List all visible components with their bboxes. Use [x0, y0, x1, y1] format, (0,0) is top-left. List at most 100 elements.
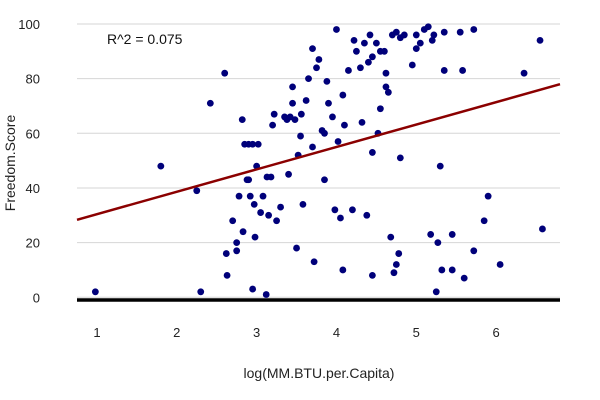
data-point — [480, 217, 488, 225]
data-point — [249, 285, 257, 293]
data-point — [350, 36, 358, 44]
data-point — [440, 67, 448, 74]
data-point — [265, 211, 273, 219]
data-point — [289, 83, 296, 91]
data-point — [358, 118, 366, 126]
data-point — [430, 31, 438, 39]
data-point — [484, 192, 492, 200]
data-point — [313, 64, 320, 72]
data-point — [331, 206, 339, 214]
data-point — [257, 209, 265, 216]
data-point — [440, 28, 448, 36]
data-point — [302, 97, 310, 104]
data-point — [259, 192, 267, 200]
data-point — [387, 233, 395, 241]
data-point — [222, 250, 230, 257]
data-point — [297, 132, 304, 140]
data-point — [384, 88, 392, 96]
data-point — [372, 39, 380, 47]
data-point — [235, 192, 243, 200]
data-point — [91, 288, 99, 296]
data-point — [438, 266, 446, 274]
data-point — [345, 67, 352, 74]
r-squared-annotation: R^2 = 0.075 — [107, 31, 183, 47]
data-point — [376, 105, 384, 113]
data-point — [424, 23, 432, 31]
data-point — [416, 39, 424, 47]
x-tick-label: 6 — [493, 325, 500, 340]
data-point — [390, 269, 398, 277]
data-point — [400, 31, 408, 39]
data-point — [470, 247, 478, 255]
data-point — [334, 138, 342, 145]
grid-layer — [77, 23, 560, 298]
data-point — [267, 173, 275, 181]
data-point — [412, 31, 420, 39]
data-point — [325, 99, 332, 107]
data-point — [364, 58, 372, 66]
data-point — [305, 75, 312, 83]
data-point — [333, 26, 340, 33]
data-point — [157, 162, 165, 170]
data-point — [297, 110, 305, 118]
data-point — [408, 61, 416, 69]
data-points — [91, 23, 546, 298]
y-tick-labels: 0 20 40 60 80 100 — [18, 17, 40, 305]
data-point — [277, 203, 284, 211]
data-point — [448, 231, 456, 238]
data-point — [382, 83, 390, 91]
data-point — [223, 272, 231, 279]
data-point — [197, 288, 205, 296]
regression-line — [76, 83, 561, 221]
data-point — [273, 217, 280, 225]
data-point — [193, 187, 201, 195]
data-point — [368, 149, 376, 156]
data-point — [309, 45, 316, 52]
data-point — [246, 192, 254, 200]
data-point — [309, 143, 316, 151]
data-point — [329, 113, 336, 121]
data-point — [456, 28, 464, 36]
data-point — [432, 288, 440, 296]
data-point — [395, 250, 403, 257]
data-point — [337, 214, 344, 222]
data-point — [427, 231, 435, 238]
data-point — [382, 69, 390, 77]
data-point — [460, 274, 468, 282]
data-point — [436, 162, 444, 170]
data-point — [233, 247, 241, 255]
data-point — [238, 116, 246, 124]
data-point — [239, 228, 247, 236]
data-point — [245, 176, 253, 184]
data-point — [357, 64, 364, 72]
data-point — [496, 261, 504, 268]
data-point — [392, 28, 400, 36]
data-point — [539, 225, 546, 233]
x-axis-title: log(MM.BTU.per.Capita) — [244, 365, 395, 381]
data-point — [536, 36, 544, 44]
data-point — [262, 291, 270, 298]
x-tick-label: 1 — [93, 325, 100, 340]
y-tick-label: 80 — [26, 72, 40, 87]
data-point — [254, 140, 262, 148]
data-point — [470, 26, 478, 33]
data-point — [249, 140, 257, 148]
data-point — [206, 99, 214, 107]
data-point — [434, 239, 442, 247]
x-tick-label: 2 — [173, 325, 180, 340]
data-point — [392, 261, 400, 268]
data-point — [229, 217, 237, 225]
data-point — [339, 91, 347, 99]
data-point — [363, 211, 371, 219]
data-point — [310, 258, 318, 266]
data-point — [233, 239, 241, 247]
x-tick-label: 4 — [333, 325, 340, 340]
y-tick-label: 0 — [33, 290, 40, 305]
data-point — [291, 116, 299, 124]
data-point — [221, 69, 229, 77]
data-point — [380, 47, 388, 55]
data-point — [315, 56, 323, 63]
data-point — [368, 53, 376, 61]
data-point — [396, 154, 404, 162]
